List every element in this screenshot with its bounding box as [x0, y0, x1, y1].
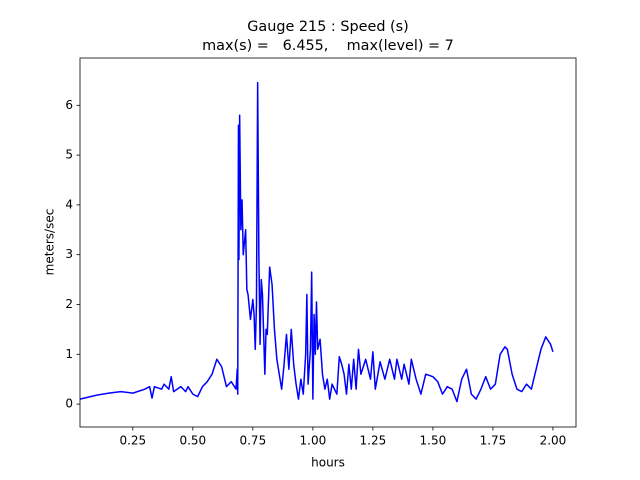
x-axis-label: hours — [311, 456, 345, 470]
x-tick-label: 1.50 — [420, 434, 447, 448]
y-tick-label: 0 — [65, 397, 73, 411]
y-axis-label: meters/sec — [43, 209, 57, 276]
y-tick-label: 3 — [65, 247, 73, 261]
chart-subtitle: max(s) = 6.455, max(level) = 7 — [202, 38, 454, 54]
x-tick-label: 1.75 — [480, 434, 507, 448]
chart-title: Gauge 215 : Speed (s) — [247, 19, 409, 35]
y-tick-label: 4 — [65, 197, 73, 211]
y-tick-label: 6 — [65, 98, 73, 112]
y-tick-label: 5 — [65, 148, 73, 162]
x-tick-label: 2.00 — [540, 434, 567, 448]
x-tick-label: 0.75 — [239, 434, 266, 448]
x-tick-label: 1.25 — [360, 434, 387, 448]
x-tick-label: 1.00 — [300, 434, 327, 448]
x-tick-label: 0.25 — [119, 434, 146, 448]
data-line — [79, 81, 554, 403]
x-tick-label: 0.50 — [179, 434, 206, 448]
y-tick-label: 2 — [65, 297, 73, 311]
axes-frame — [79, 57, 577, 428]
y-tick-label: 1 — [65, 347, 73, 361]
